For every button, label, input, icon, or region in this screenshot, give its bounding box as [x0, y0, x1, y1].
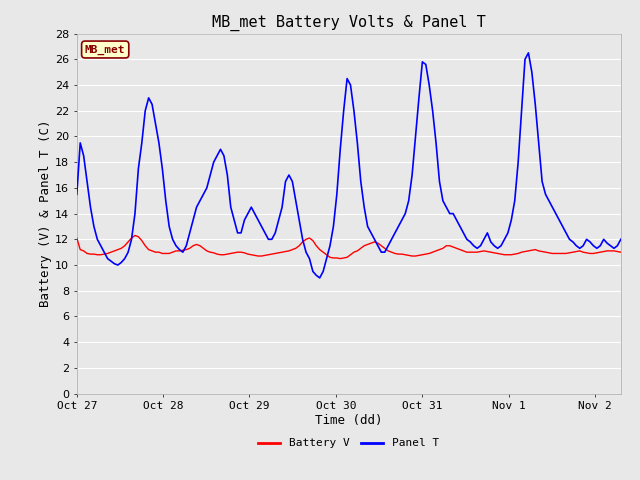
- X-axis label: Time (dd): Time (dd): [315, 414, 383, 427]
- Text: MB_met: MB_met: [85, 44, 125, 55]
- Y-axis label: Battery (V) & Panel T (C): Battery (V) & Panel T (C): [39, 120, 52, 307]
- Title: MB_met Battery Volts & Panel T: MB_met Battery Volts & Panel T: [212, 15, 486, 31]
- Legend: Battery V, Panel T: Battery V, Panel T: [253, 434, 444, 453]
